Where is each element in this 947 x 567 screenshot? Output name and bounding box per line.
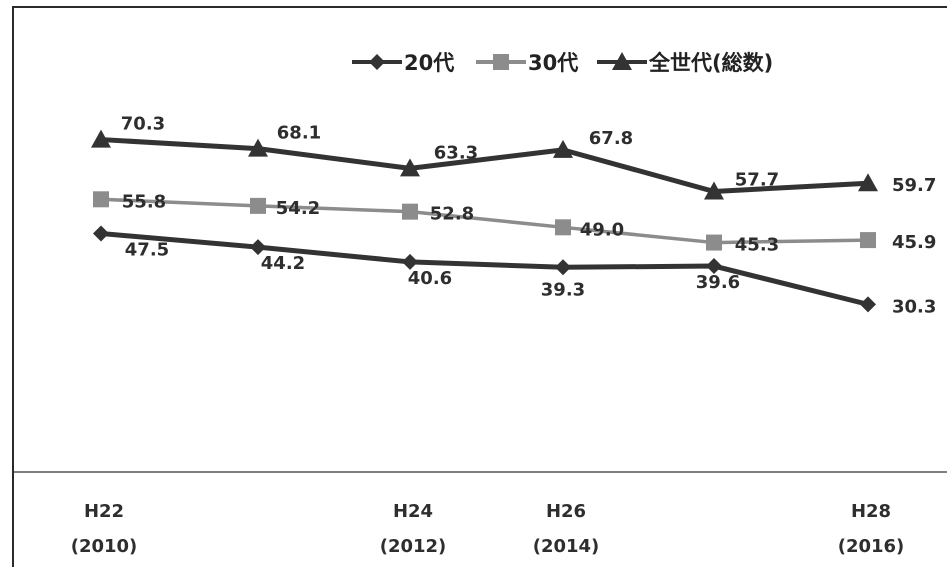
series-30s-point [706, 234, 722, 251]
x-tick-label: (2010) [71, 536, 138, 557]
series-20s-point [402, 253, 418, 270]
series-all-ages-point [704, 181, 724, 200]
series-all-ages-data-label: 68.1 [277, 123, 321, 144]
series-30s-data-label: 55.8 [122, 191, 166, 212]
series-30s-line [100, 197, 869, 245]
series-20s-line [100, 231, 869, 307]
series-30s-data-label: 45.3 [735, 235, 779, 256]
series-20s-point [706, 258, 722, 275]
chart-frame [12, 6, 947, 567]
legend-marker-series-30s [493, 54, 509, 70]
series-20s-point [860, 296, 876, 313]
series-all-ages-point [858, 173, 878, 192]
series-30s-point [93, 191, 109, 208]
series-20s-data-label: 40.6 [408, 268, 452, 289]
series-30s-point [250, 197, 266, 214]
series-20s-data-label: 44.2 [261, 253, 305, 274]
series-30s-data-label: 45.9 [892, 232, 936, 253]
series-all-ages-data-label: 67.8 [589, 128, 633, 149]
series-all-ages-data-label: 70.3 [121, 114, 165, 135]
x-tick-label: H26 [546, 501, 586, 522]
series-30s-point [555, 219, 571, 236]
legend-marker-series-20s [369, 54, 385, 70]
legend-label-series-all-ages: 全世代(総数) [648, 51, 773, 75]
legend-label-series-30s: 30代 [528, 51, 578, 75]
series-all-ages-point [400, 158, 420, 177]
series-all-ages-data-label: 59.7 [892, 175, 936, 196]
series-20s-data-label: 39.3 [541, 279, 585, 300]
x-tick-label: H28 [851, 501, 891, 522]
series-30s-point [402, 203, 418, 220]
series-all-ages-line [100, 137, 869, 194]
series-20s-point [93, 225, 109, 242]
series-30s-point [860, 232, 876, 249]
x-tick-label: (2016) [838, 536, 905, 557]
x-tick-label: (2012) [380, 536, 447, 557]
series-20s-point [250, 239, 266, 256]
x-tick-label: H22 [84, 501, 124, 522]
x-tick-label: H24 [393, 501, 433, 522]
series-30s-data-label: 49.0 [580, 219, 624, 240]
series-30s-data-label: 54.2 [276, 198, 320, 219]
series-20s-data-label: 47.5 [125, 240, 169, 261]
series-20s-data-label: 39.6 [696, 272, 740, 293]
series-all-ages-data-label: 57.7 [735, 169, 779, 190]
series-all-ages-point [248, 138, 268, 157]
series-30s-data-label: 52.8 [430, 204, 474, 225]
legend-label-series-20s: 20代 [404, 51, 454, 75]
series-all-ages-point [553, 139, 573, 158]
series-all-ages-data-label: 63.3 [434, 142, 478, 163]
legend-marker-series-all-ages [612, 52, 632, 70]
series-20s-point [555, 259, 571, 276]
series-all-ages-point [91, 129, 111, 148]
x-tick-label: (2014) [533, 536, 600, 557]
series-20s-data-label: 30.3 [892, 296, 936, 317]
